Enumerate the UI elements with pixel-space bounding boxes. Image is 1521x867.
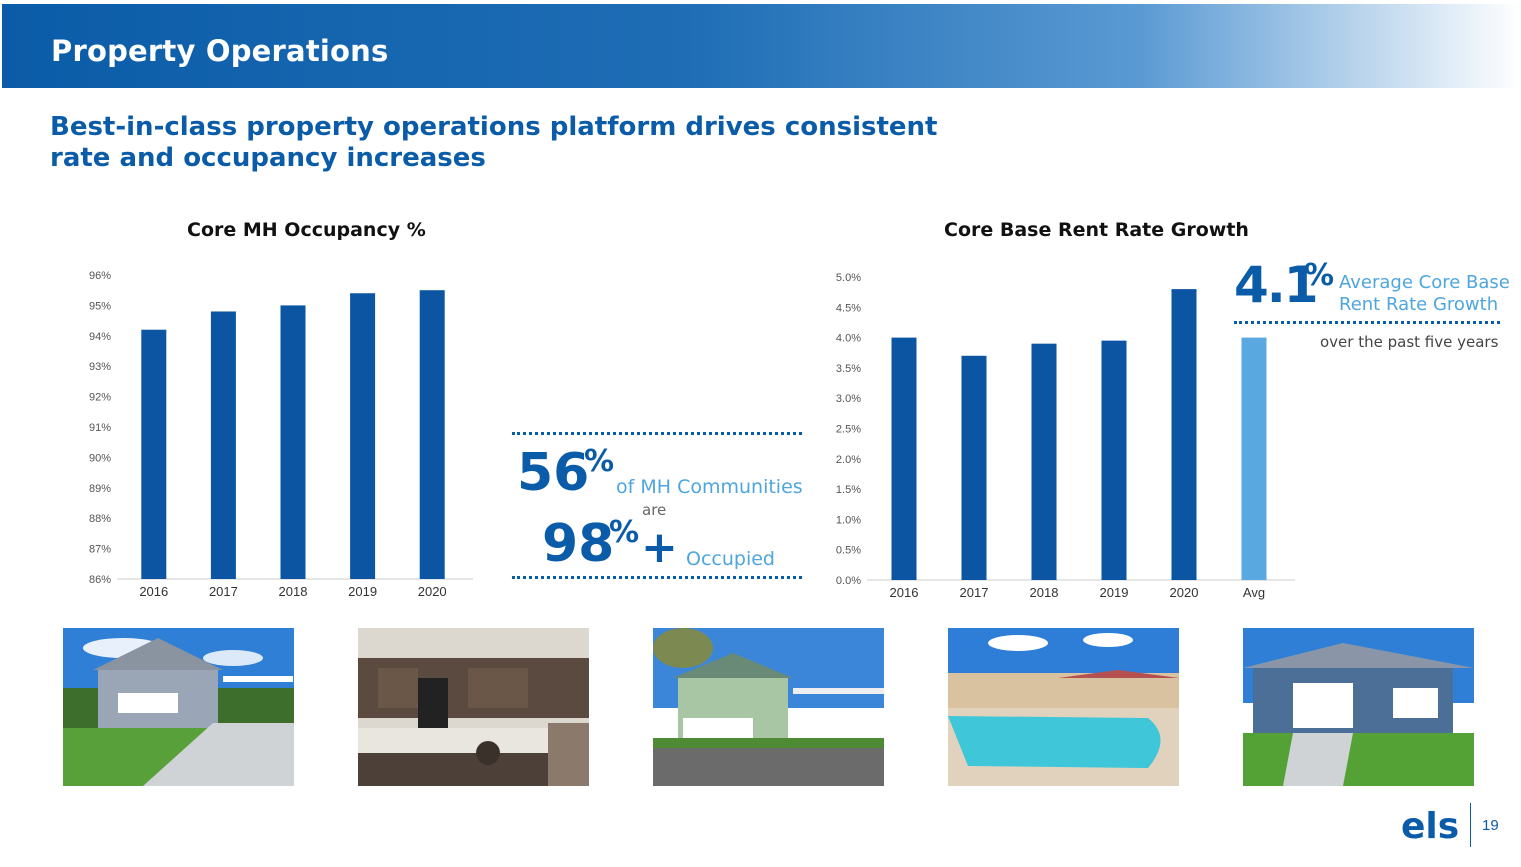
y-tick-label: 92% [89,392,111,404]
y-tick-label: 4.5% [836,302,861,314]
avg-growth-label-line1: Average Core Base [1339,272,1510,293]
x-tick-label: 2017 [960,585,989,600]
y-tick-label: 87% [89,544,111,556]
home-exterior-photo [63,628,294,786]
els-logo: els [1401,806,1460,847]
x-tick-label: 2020 [418,584,447,599]
y-tick-label: 96% [89,270,111,282]
callout-are-text: are [642,501,667,519]
avg-growth-value: 4.1 [1234,256,1319,314]
x-tick-label: 2016 [139,584,168,599]
callout-plus-sign: + [641,522,678,573]
y-tick-label: 86% [89,574,111,586]
callout-56-value: 56 [517,443,590,503]
y-tick-label: 2.0% [836,454,861,466]
y-tick-label: 94% [89,331,111,343]
rent-growth-chart-title: Core Base Rent Rate Growth [944,219,1249,241]
y-tick-label: 93% [89,361,111,373]
x-tick-label: 2016 [890,585,919,600]
avg-growth-divider [1234,321,1500,324]
avg-growth-symbol: % [1304,258,1335,293]
occupancy-chart: 96% 95% 94% 93% 92% 91% 90% 89% 88% 87% 86% 2016 201… [89,270,473,599]
y-tick-label: 0.0% [836,575,861,587]
x-tick-label: 2019 [1100,585,1129,600]
x-tick-label: 2017 [209,584,238,599]
pool-clubhouse-photo [948,628,1179,786]
callout-communities-text: of MH Communities [616,476,803,498]
green-home-photo [653,628,884,786]
x-tick-label: 2020 [1170,585,1199,600]
kitchen-interior-photo [358,628,589,786]
bar-2020 [1171,289,1197,580]
bar-2017 [961,355,987,580]
bar-2017 [210,311,236,579]
x-tick-label: 2018 [279,584,308,599]
bar-2016 [891,337,917,580]
callout-98-value: 98 [542,514,615,574]
bar-avg [1241,337,1267,580]
headline: Best-in-class property operations platfo… [50,112,938,173]
y-tick-label: 89% [89,483,111,495]
bar-2020 [419,290,445,579]
y-tick-label: 95% [89,300,111,312]
y-tick-label: 88% [89,513,111,525]
y-tick-label: 0.5% [836,545,861,557]
y-tick-label: 2.5% [836,424,861,436]
callout-divider-bottom [512,576,802,579]
page-number: 19 [1482,817,1499,834]
y-tick-label: 1.0% [836,514,861,526]
bar-2019 [1101,340,1127,580]
x-tick-label: 2018 [1030,585,1059,600]
y-tick-label: 5.0% [836,272,861,284]
x-tick-label: 2019 [348,584,377,599]
y-tick-label: 90% [89,452,111,464]
y-tick-label: 4.0% [836,333,861,345]
y-tick-label: 1.5% [836,484,861,496]
callout-occupied-text: Occupied [686,548,775,570]
blue-home-photo [1243,628,1474,786]
occupancy-chart-title: Core MH Occupancy % [187,219,426,241]
x-tick-label: Avg [1243,585,1265,600]
y-tick-label: 3.5% [836,363,861,375]
avg-growth-sub: over the past five years [1320,333,1499,351]
callout-divider-top [512,432,802,435]
page-title: Property Operations [51,34,389,68]
y-tick-label: 91% [89,422,111,434]
header-banner: Property Operations [2,4,1521,88]
footer-separator [1470,803,1471,847]
avg-growth-label-line2: Rent Rate Growth [1339,294,1499,315]
bar-2018 [1031,343,1057,580]
y-tick-label: 3.0% [836,393,861,405]
callout-56-symbol: % [584,444,615,479]
bar-2018 [280,305,306,579]
rent-growth-chart: 5.0% 4.5% 4.0% 3.5% 3.0% 2.5% 2.0% 1.5% 1.0% 0.5%… [836,272,1295,600]
callout-98-symbol: % [609,515,640,550]
bar-2016 [141,329,167,579]
bar-2019 [350,293,376,579]
